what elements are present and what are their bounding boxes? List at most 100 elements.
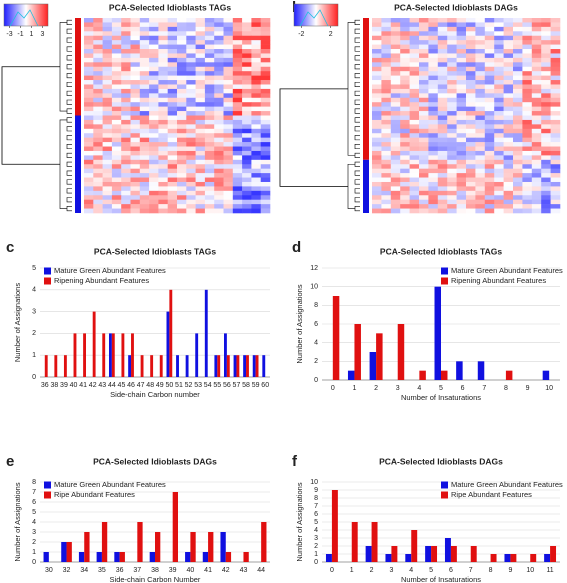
heatmap-cell	[503, 71, 514, 76]
heatmap-cell	[158, 18, 168, 23]
heatmap-cell	[447, 208, 457, 214]
heatmap-cell	[409, 75, 420, 81]
heatmap-cell	[195, 106, 206, 112]
heatmap-cell	[204, 177, 215, 183]
dendrogram	[66, 64, 72, 70]
heatmap-cell	[139, 80, 150, 85]
heatmap-cell	[139, 115, 150, 121]
heatmap-cell	[149, 106, 159, 112]
x-axis-label: Side-chain Carbon number	[110, 390, 200, 399]
heatmap-cell	[484, 18, 495, 23]
heatmap-cell	[503, 159, 514, 165]
heatmap-cell	[84, 146, 94, 152]
heatmap-cell	[223, 57, 234, 63]
heatmap-cell	[466, 208, 476, 214]
heatmap-cell	[484, 97, 495, 103]
heatmap-cell	[475, 128, 486, 134]
heatmap-cell	[466, 115, 476, 121]
heatmap-cell	[531, 49, 542, 54]
heatmap-cell	[204, 195, 215, 201]
heatmap-cell	[541, 142, 551, 147]
heatmap-cell	[484, 208, 495, 214]
dendrogram	[354, 99, 360, 105]
heatmap-cell	[251, 84, 261, 90]
heatmap-cell	[447, 146, 457, 152]
heatmap-cell	[513, 128, 523, 134]
heatmap-cell	[428, 137, 439, 143]
heatmap-cell	[232, 119, 243, 125]
heatmap-cell	[186, 199, 196, 205]
heatmap-cell	[409, 80, 420, 85]
heatmap-cell	[541, 146, 551, 152]
heatmap-cell	[130, 97, 141, 103]
chart-title: PCA-Selected Idioblasts DAGs	[93, 456, 217, 466]
heatmap-cell	[419, 22, 429, 28]
heatmap-cell	[121, 53, 131, 59]
x-tick-label: 30	[45, 567, 53, 574]
heatmap-cell	[550, 18, 561, 23]
heatmap-cell	[214, 53, 224, 59]
heatmap-cell	[195, 186, 206, 192]
heatmap-cell	[513, 173, 523, 178]
heatmap-cell	[381, 97, 392, 103]
heatmap-cell	[447, 26, 457, 32]
heatmap-cell	[149, 155, 159, 161]
heatmap-cell	[466, 186, 476, 192]
heatmap-cell	[437, 168, 448, 174]
heatmap-cell	[428, 57, 439, 63]
heatmap-cell	[177, 102, 187, 107]
heatmap-cell	[195, 35, 206, 41]
dendrogram	[59, 22, 67, 112]
heatmap-cell	[167, 31, 178, 37]
heatmap-cell	[409, 164, 420, 169]
legend-label: Mature Green Abundant Features	[54, 480, 166, 489]
heatmap-cell	[390, 150, 401, 156]
heatmap-cell	[522, 84, 533, 90]
heatmap-cell	[214, 62, 224, 68]
heatmap-cell	[204, 190, 215, 196]
heatmap-cell	[242, 186, 252, 192]
heatmap-cell	[204, 204, 215, 209]
heatmap-cell	[381, 93, 392, 99]
heatmap-cell	[186, 115, 196, 121]
heatmap-cell	[428, 66, 439, 72]
heatmap-cell	[372, 199, 382, 205]
y-tick-label: 3	[32, 308, 36, 315]
heatmap-cell	[372, 71, 382, 76]
heatmap-cell	[522, 177, 533, 183]
heatmap-cell	[242, 168, 252, 174]
heatmap-cell	[541, 18, 551, 23]
dendrogram	[354, 90, 360, 96]
heatmap-cell	[484, 168, 495, 174]
heatmap-cell	[149, 186, 159, 192]
heatmap-cell	[466, 84, 476, 90]
heatmap-cell	[456, 66, 467, 72]
heatmap-cell	[186, 57, 196, 63]
dendrogram	[66, 46, 72, 52]
heatmap-cell	[251, 88, 261, 94]
heatmap-cell	[242, 44, 252, 50]
heatmap-cell	[513, 26, 523, 32]
heatmap-cell	[251, 18, 261, 23]
heatmap-cell	[400, 124, 410, 130]
heatmap-cell	[531, 40, 542, 45]
heatmap-cell	[167, 49, 178, 54]
x-tick-label: 51	[175, 382, 183, 389]
heatmap-cell	[531, 164, 542, 169]
heatmap-cell	[419, 75, 429, 81]
heatmap-cell	[214, 137, 224, 143]
heatmap-cell	[195, 133, 206, 138]
heatmap-cell	[167, 18, 178, 23]
heatmap-cell	[372, 40, 382, 45]
heatmap-cell	[204, 57, 215, 63]
heatmap-cell	[214, 75, 224, 81]
heatmap-cell	[400, 75, 410, 81]
heatmap-cell	[437, 124, 448, 130]
heatmap-cell	[503, 35, 514, 41]
heatmap-cell	[251, 190, 261, 196]
y-tick-label: 2	[32, 539, 36, 546]
heatmap-cell	[409, 168, 420, 174]
heatmap-cell	[550, 186, 561, 192]
heatmap-cell	[428, 106, 439, 112]
heatmap-cell	[232, 84, 243, 90]
